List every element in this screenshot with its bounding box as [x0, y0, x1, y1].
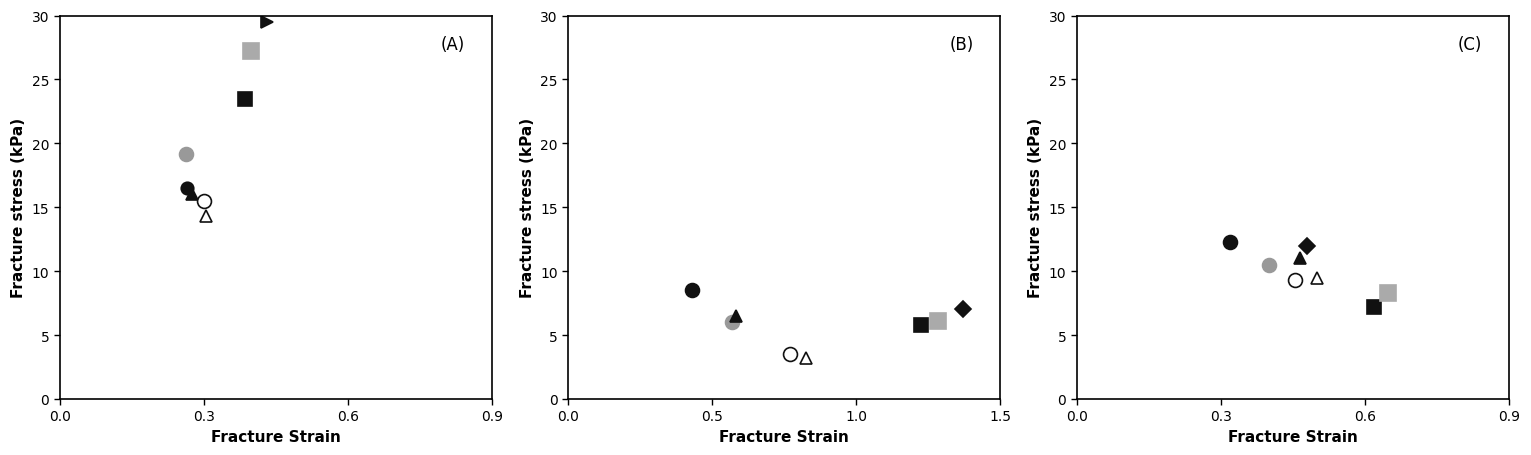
X-axis label: Fracture Strain: Fracture Strain [211, 429, 341, 444]
Y-axis label: Fracture stress (kPa): Fracture stress (kPa) [519, 118, 534, 298]
Text: (A): (A) [441, 35, 465, 54]
Y-axis label: Fracture stress (kPa): Fracture stress (kPa) [1029, 118, 1043, 298]
Y-axis label: Fracture stress (kPa): Fracture stress (kPa) [11, 118, 26, 298]
X-axis label: Fracture Strain: Fracture Strain [1228, 429, 1358, 444]
Text: (B): (B) [949, 35, 974, 54]
X-axis label: Fracture Strain: Fracture Strain [720, 429, 850, 444]
Text: (C): (C) [1458, 35, 1482, 54]
